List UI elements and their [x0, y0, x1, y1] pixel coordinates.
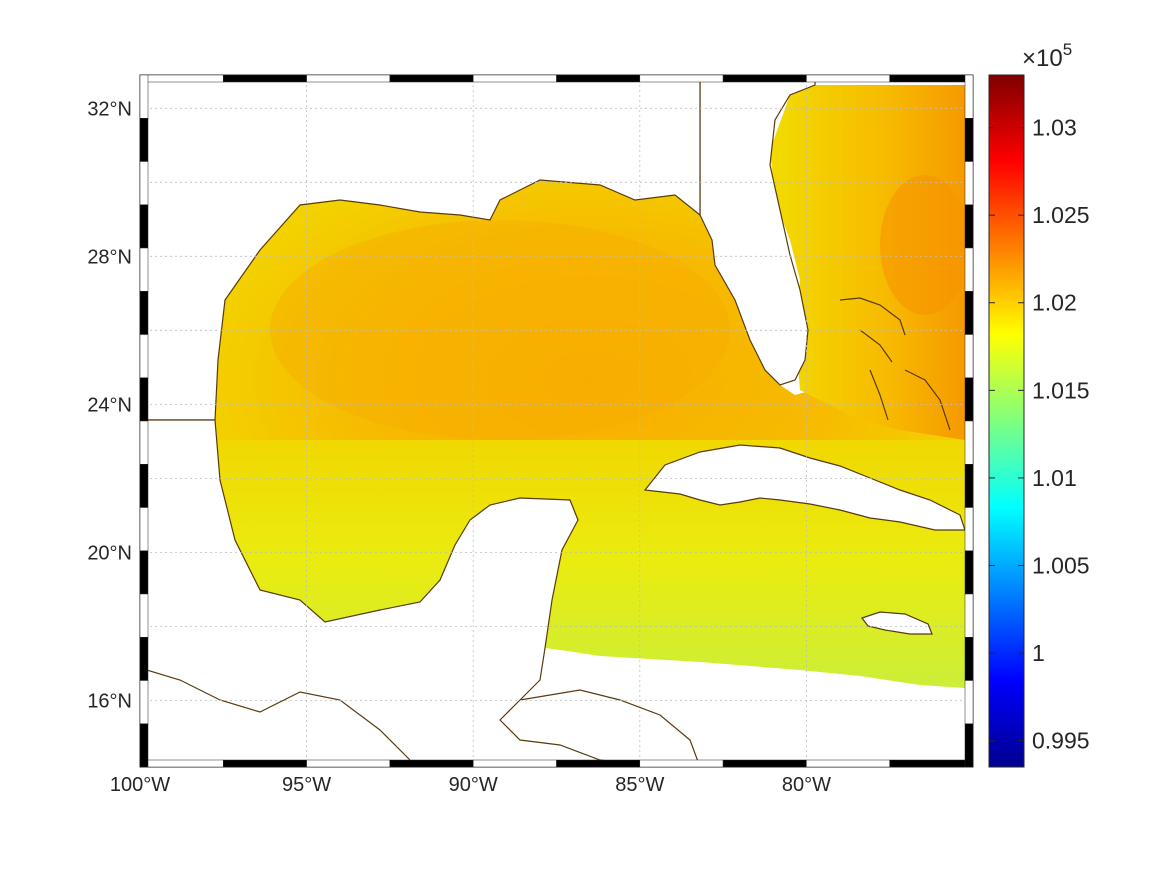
frame-tick-left-0	[139, 74, 149, 119]
lat-tick-label-4: 16°N	[87, 690, 132, 712]
colorbar-tick-label-1: 1.025	[1032, 202, 1090, 228]
frame-tick-left-7	[139, 377, 149, 422]
frame-tick-bottom-3	[389, 759, 474, 768]
frame-tick-top-4	[472, 74, 557, 83]
frame-tick-top-5	[556, 74, 641, 83]
frame-tick-left-5	[139, 291, 149, 335]
atlantic-high	[880, 175, 970, 315]
frame-tick-top-2	[306, 74, 391, 83]
frame-tick-top-9	[889, 74, 974, 83]
frame-tick-left-11	[139, 550, 149, 595]
us-land	[140, 75, 701, 421]
frame-tick-top-8	[806, 74, 890, 83]
frame-tick-right-0	[964, 74, 974, 119]
frame-tick-right-1	[964, 118, 974, 162]
cuba-land	[643, 444, 966, 531]
colorbar-tick-label-3: 1.015	[1032, 377, 1090, 403]
frame-tick-bottom-7	[722, 759, 807, 768]
lon-axis-labels: 100°W 95°W 90°W 85°W 80°W	[110, 774, 831, 796]
frame-tick-right-13	[964, 637, 974, 681]
frame-tick-bottom-9	[889, 759, 974, 768]
lon-tick-label-3: 85°W	[615, 774, 664, 796]
frame-tick-right-2	[964, 161, 974, 205]
frame-tick-right-12	[964, 593, 974, 638]
lat-tick-label-3: 20°N	[87, 542, 132, 564]
frame-tick-left-6	[139, 334, 149, 378]
colorbar-tick-label-0: 1.03	[1032, 115, 1077, 141]
frame-tick-left-4	[139, 247, 149, 292]
frame-tick-left-15	[139, 723, 149, 768]
central-america-coast	[140, 667, 701, 767]
frame-tick-right-9	[964, 464, 974, 508]
frame-tick-bottom-2	[306, 759, 391, 768]
colorbar-tick-label-7: 0.995	[1032, 728, 1090, 754]
lon-tick-label-4: 80°W	[782, 774, 831, 796]
colorbar-tick-label-5: 1.005	[1032, 553, 1090, 579]
frame-tick-right-7	[964, 377, 974, 422]
lat-axis-labels: 32°N 28°N 24°N 20°N 16°N	[87, 98, 132, 712]
lat-tick-label-2: 24°N	[87, 394, 132, 416]
colorbar-multiplier: ×105	[1022, 40, 1072, 72]
frame-tick-left-13	[139, 637, 149, 681]
frame-tick-bottom-5	[556, 759, 641, 768]
colorbar-tick-label-2: 1.02	[1032, 290, 1077, 316]
frame-tick-bottom-6	[639, 759, 724, 768]
frame-tick-top-7	[722, 74, 807, 83]
frame-tick-right-5	[964, 291, 974, 335]
frame-tick-left-8	[139, 420, 149, 465]
frame-tick-bottom-8	[806, 759, 890, 768]
lat-tick-label-0: 32°N	[87, 98, 132, 120]
jamaica-land	[861, 611, 933, 635]
florida-land	[699, 75, 816, 386]
colorbar-gradient	[988, 74, 1025, 768]
frame-tick-left-14	[139, 680, 149, 724]
lon-tick-label-0: 100°W	[110, 774, 170, 796]
frame-tick-right-6	[964, 334, 974, 378]
lon-tick-label-2: 90°W	[449, 774, 498, 796]
frame-ticks	[139, 74, 974, 768]
caribbean-field	[215, 440, 965, 688]
mexico-land	[140, 419, 651, 767]
map-field	[140, 75, 970, 767]
colorbar-tick-label-6: 1	[1032, 640, 1045, 666]
bahamas-land	[839, 297, 951, 431]
lon-tick-label-1: 95°W	[282, 774, 331, 796]
frame-tick-right-11	[964, 550, 974, 595]
atlantic-field	[770, 85, 965, 440]
frame-tick-bottom-0	[139, 759, 224, 768]
colorbar-tick-label-4: 1.01	[1032, 465, 1077, 491]
frame-tick-bottom-1	[223, 759, 307, 768]
frame-tick-top-1	[223, 74, 307, 83]
colorbar: ×105 1.03 1.025 1.02 1.015 1.01 1.005 1 0.995	[988, 40, 1090, 768]
frame-tick-right-4	[964, 247, 974, 292]
frame-tick-left-1	[139, 118, 149, 162]
frame-tick-left-10	[139, 507, 149, 551]
frame-tick-top-3	[389, 74, 474, 83]
frame-tick-right-8	[964, 420, 974, 465]
frame-tick-left-3	[139, 204, 149, 249]
grid-lines	[139, 75, 973, 767]
frame-tick-right-14	[964, 680, 974, 724]
lat-tick-label-1: 28°N	[87, 246, 132, 268]
frame-tick-top-0	[139, 74, 224, 83]
frame-tick-top-6	[639, 74, 724, 83]
frame-tick-bottom-4	[472, 759, 557, 768]
frame-tick-left-12	[139, 593, 149, 638]
frame-tick-right-10	[964, 507, 974, 551]
frame-tick-left-2	[139, 161, 149, 205]
frame-tick-right-3	[964, 204, 974, 249]
frame-tick-right-15	[964, 723, 974, 768]
frame-tick-left-9	[139, 464, 149, 508]
colorbar-ticks: 1.03 1.025 1.02 1.015 1.01 1.005 1 0.995	[989, 115, 1090, 754]
